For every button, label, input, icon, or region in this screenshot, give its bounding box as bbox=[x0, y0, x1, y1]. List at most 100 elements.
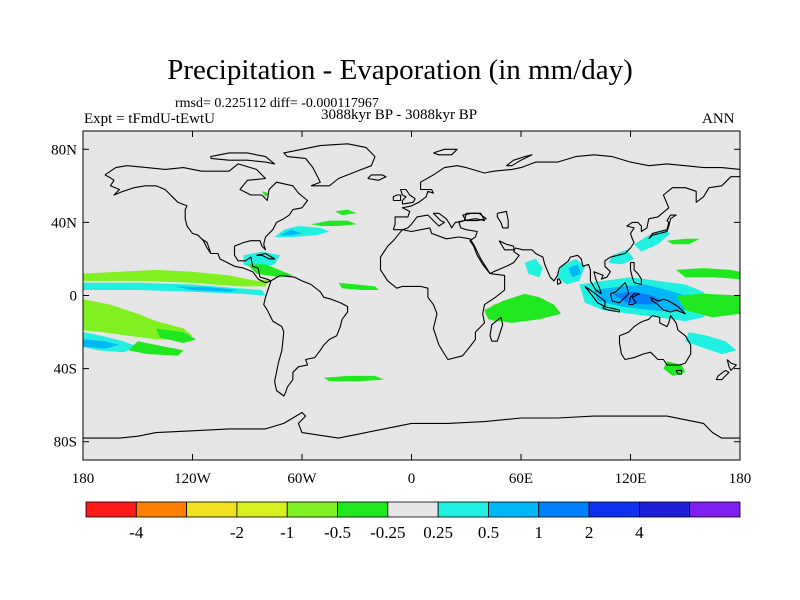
season-label: ANN bbox=[702, 111, 735, 127]
region-spcz-wet-core bbox=[83, 339, 120, 349]
anomaly-regions bbox=[83, 191, 740, 382]
y-tick-label: 40N bbox=[51, 215, 77, 231]
region-pacific-south-band-edge bbox=[83, 299, 193, 340]
coast-sumatra bbox=[584, 285, 606, 308]
region-atlantic-itcz-dry bbox=[338, 282, 379, 290]
colorbar-box bbox=[437, 501, 489, 518]
coast-tasmania bbox=[675, 369, 683, 375]
coast-south-america bbox=[263, 274, 349, 397]
region-caribbean-dry bbox=[247, 264, 293, 278]
coast-sulawesi bbox=[628, 293, 641, 306]
region-pacific-itcz-wet bbox=[83, 282, 266, 296]
region-gulfstream-wet-core bbox=[280, 229, 302, 236]
region-tropical-pacific-dry-west-edge bbox=[676, 293, 740, 318]
x-tick-label: 120W bbox=[174, 471, 212, 487]
region-indian-ocean-dry-edge bbox=[484, 293, 562, 323]
colorbar-box bbox=[538, 501, 590, 518]
colorbar-label: -0.5 bbox=[324, 523, 351, 542]
colorbar-box bbox=[236, 501, 288, 518]
coast-java bbox=[602, 305, 621, 313]
coast-ireland bbox=[392, 194, 402, 202]
colorbar-box bbox=[588, 501, 640, 518]
coast-cuba bbox=[256, 252, 276, 260]
x-tick-label: 0 bbox=[408, 471, 416, 487]
x-tick-label: 60W bbox=[287, 471, 317, 487]
colorbar-label: -0.25 bbox=[370, 523, 405, 542]
experiment-label: Expt = tFmdU-tEwtU bbox=[84, 111, 215, 127]
x-axis: 180 120W 60W 0 60E 120E 180 bbox=[72, 131, 752, 487]
colorbar-box bbox=[186, 501, 238, 518]
colorbar-box bbox=[85, 501, 137, 518]
colorbar-label: 1 bbox=[535, 523, 544, 542]
colorbar-label: -1 bbox=[280, 523, 294, 542]
x-tick-label: 120E bbox=[615, 471, 647, 487]
region-hudson-dry bbox=[261, 191, 270, 197]
coast-borneo bbox=[609, 282, 630, 304]
coast-japan bbox=[648, 214, 677, 240]
colorbar-label: 4 bbox=[635, 523, 644, 542]
colorbar-label: -4 bbox=[129, 523, 144, 542]
region-south-pacific-dry-2 bbox=[156, 328, 197, 343]
colorbar-box bbox=[689, 501, 741, 518]
x-tick-label: 180 bbox=[72, 471, 95, 487]
colorbar-box bbox=[135, 501, 188, 518]
region-maritime-wet-strong bbox=[612, 291, 664, 305]
coast-arctic-islands bbox=[210, 152, 276, 165]
coast-north-america bbox=[104, 163, 309, 284]
region-tasman-wet bbox=[685, 332, 737, 354]
coast-europe-africa-asia bbox=[392, 154, 740, 295]
y-tick-label: 80N bbox=[51, 142, 77, 158]
region-bay-bengal-wet-core bbox=[568, 264, 582, 278]
colorbar: -4 -2 -1 -0.5 -0.25 0.25 0.5 1 2 4 bbox=[85, 501, 741, 542]
stats-line: rmsd= 0.225112 diff= -0.000117967 bbox=[175, 96, 379, 111]
colorbar-label: -2 bbox=[230, 523, 244, 542]
coast-australia bbox=[618, 315, 692, 366]
region-kuroshio-wet bbox=[634, 229, 671, 252]
colorbar-box bbox=[337, 501, 389, 518]
coast-antarctica bbox=[83, 411, 740, 439]
chart-title: Precipitation - Evaporation (in mm/day) bbox=[167, 54, 633, 86]
region-pacific-north-band bbox=[83, 269, 270, 287]
coast-baja bbox=[201, 238, 212, 254]
coast-new-zealand-south bbox=[715, 369, 730, 381]
coast-madagascar bbox=[489, 316, 504, 342]
coast-africa bbox=[379, 227, 506, 361]
coast-novaya-zemlya bbox=[506, 154, 533, 167]
colorbar-label: 2 bbox=[585, 523, 594, 542]
region-east-asia-wet bbox=[608, 249, 635, 265]
period-label: 3088kyr BP - 3088kyr BP bbox=[321, 107, 478, 123]
region-atlantic-dry-north bbox=[334, 209, 357, 216]
region-kuroshio-dry bbox=[667, 238, 700, 245]
colorbar-box bbox=[488, 501, 540, 518]
coast-sri-lanka bbox=[556, 278, 562, 285]
region-south-pacific-dry bbox=[128, 341, 184, 356]
y-tick-label: 0 bbox=[70, 289, 78, 305]
coast-arabia-gulf bbox=[498, 240, 515, 251]
coast-greenland bbox=[283, 143, 376, 187]
coast-black-sea bbox=[462, 212, 487, 222]
coast-svalbard bbox=[433, 148, 458, 156]
colorbar-box bbox=[638, 501, 691, 518]
colorbar-label: 0.5 bbox=[478, 523, 499, 542]
region-north-pacific-dry bbox=[676, 268, 740, 280]
coast-britain bbox=[400, 188, 416, 205]
region-pacific-itcz-wet-core bbox=[174, 286, 239, 292]
region-arabian-sea-wet bbox=[524, 258, 543, 278]
x-tick-label: 60E bbox=[509, 471, 533, 487]
coast-new-zealand-north bbox=[726, 359, 737, 371]
coast-caspian bbox=[496, 210, 509, 229]
y-axis: 80N 40N 0 40S 80S bbox=[51, 142, 740, 451]
coast-iceland bbox=[367, 174, 387, 181]
y-tick-label: 40S bbox=[54, 362, 77, 378]
coastlines bbox=[83, 143, 740, 439]
colorbar-box bbox=[387, 501, 439, 518]
coast-philippines bbox=[629, 262, 642, 286]
x-tick-label: 180 bbox=[729, 471, 752, 487]
region-gulfstream-dry bbox=[311, 220, 357, 226]
region-south-atlantic-dry bbox=[323, 375, 385, 382]
y-tick-label: 80S bbox=[54, 435, 77, 451]
colorbar-box bbox=[286, 501, 338, 518]
coast-new-guinea bbox=[650, 296, 686, 315]
colorbar-label: 0.25 bbox=[423, 523, 453, 542]
